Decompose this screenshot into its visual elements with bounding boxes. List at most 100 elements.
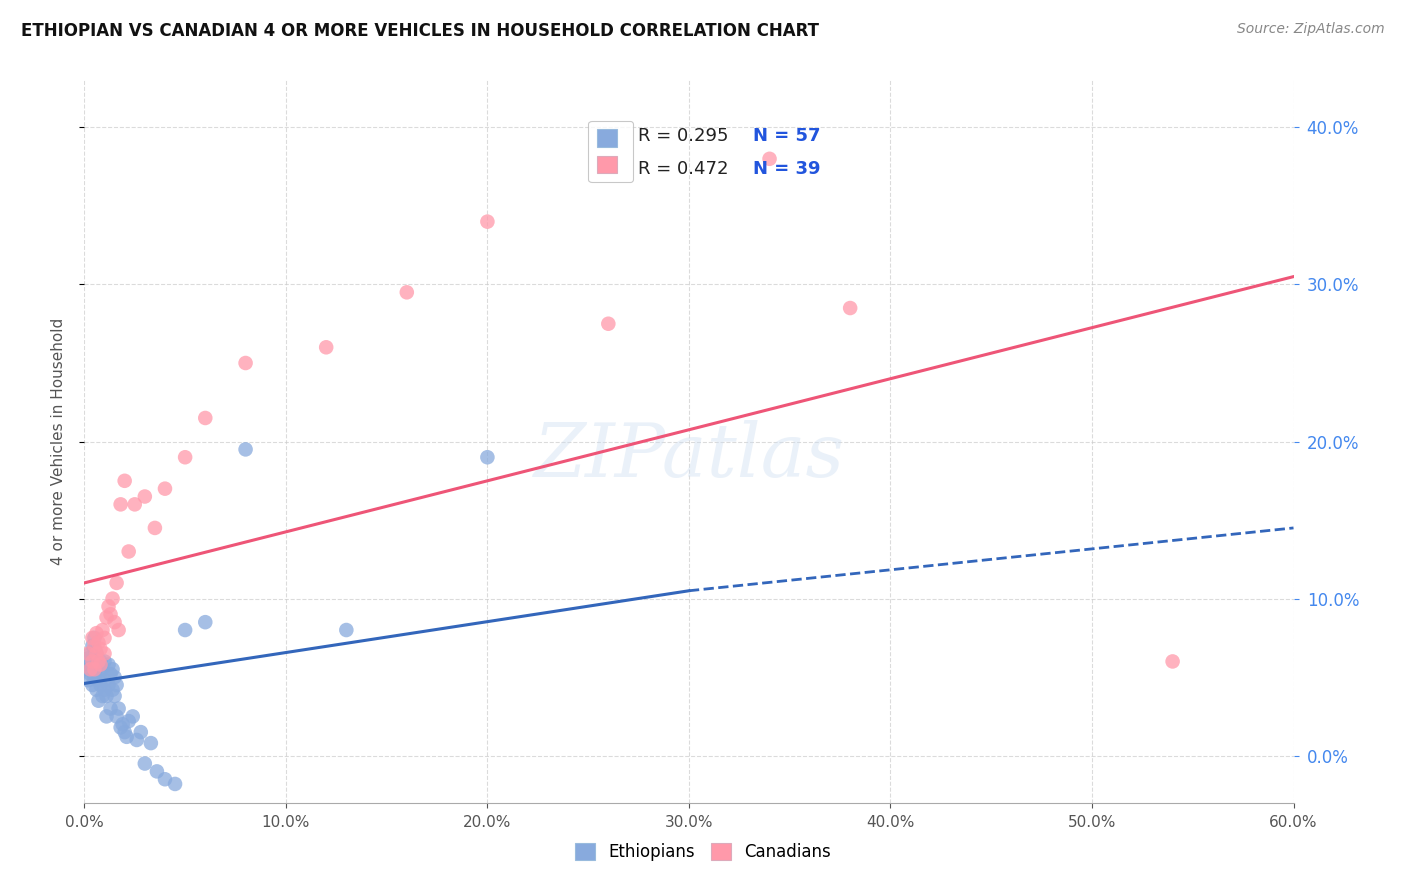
Point bbox=[100, 701, 122, 715]
Point bbox=[96, 689, 118, 703]
Point bbox=[79, 667, 101, 681]
Point bbox=[87, 673, 110, 688]
Text: R = 0.472: R = 0.472 bbox=[638, 160, 728, 178]
Point bbox=[129, 725, 152, 739]
Point bbox=[93, 631, 115, 645]
Point bbox=[477, 450, 499, 465]
Point bbox=[114, 474, 136, 488]
Point bbox=[104, 670, 127, 684]
Point bbox=[97, 678, 120, 692]
Point bbox=[105, 575, 128, 590]
Legend: Ethiopians, Canadians: Ethiopians, Canadians bbox=[568, 836, 838, 868]
Point bbox=[107, 701, 129, 715]
Point bbox=[105, 709, 128, 723]
Point bbox=[77, 647, 100, 661]
Point bbox=[86, 626, 108, 640]
Point bbox=[107, 623, 129, 637]
Point bbox=[89, 667, 111, 681]
Point bbox=[174, 450, 197, 465]
Point bbox=[101, 682, 124, 697]
Point bbox=[194, 411, 217, 425]
Point bbox=[100, 607, 122, 622]
Point bbox=[93, 673, 115, 688]
Point bbox=[96, 709, 118, 723]
Point bbox=[153, 482, 176, 496]
Point bbox=[87, 635, 110, 649]
Point bbox=[143, 521, 166, 535]
Text: ETHIOPIAN VS CANADIAN 4 OR MORE VEHICLES IN HOUSEHOLD CORRELATION CHART: ETHIOPIAN VS CANADIAN 4 OR MORE VEHICLES… bbox=[21, 22, 820, 40]
Text: N = 39: N = 39 bbox=[754, 160, 821, 178]
Point bbox=[79, 662, 101, 676]
Point bbox=[110, 720, 132, 734]
Point bbox=[104, 615, 127, 630]
Point bbox=[118, 544, 141, 558]
Point bbox=[134, 756, 156, 771]
Point bbox=[89, 657, 111, 672]
Point bbox=[83, 662, 105, 676]
Point bbox=[82, 631, 104, 645]
Point bbox=[82, 655, 104, 669]
Point bbox=[86, 647, 108, 661]
Point bbox=[89, 655, 111, 669]
Point bbox=[335, 623, 357, 637]
Text: R = 0.295: R = 0.295 bbox=[638, 128, 728, 145]
Point bbox=[105, 678, 128, 692]
Point bbox=[93, 682, 115, 697]
Point bbox=[89, 678, 111, 692]
Point bbox=[97, 599, 120, 614]
Point bbox=[87, 694, 110, 708]
Point bbox=[75, 662, 97, 676]
Point bbox=[139, 736, 162, 750]
Legend: , : , bbox=[589, 121, 634, 183]
Point bbox=[114, 725, 136, 739]
Point bbox=[598, 317, 620, 331]
Point bbox=[100, 667, 122, 681]
Point bbox=[165, 777, 187, 791]
Point bbox=[134, 490, 156, 504]
Point bbox=[87, 655, 110, 669]
Point bbox=[79, 657, 101, 672]
Point bbox=[477, 214, 499, 228]
Point bbox=[93, 655, 115, 669]
Point bbox=[146, 764, 169, 779]
Point bbox=[89, 641, 111, 656]
Point bbox=[93, 647, 115, 661]
Point bbox=[153, 772, 176, 787]
Text: ZIPatlas: ZIPatlas bbox=[533, 420, 845, 492]
Point bbox=[83, 670, 105, 684]
Point bbox=[115, 730, 138, 744]
Point bbox=[77, 651, 100, 665]
Point bbox=[86, 647, 108, 661]
Point bbox=[315, 340, 337, 354]
Point bbox=[101, 662, 124, 676]
Point bbox=[124, 497, 146, 511]
Point bbox=[1161, 655, 1184, 669]
Point bbox=[104, 689, 127, 703]
Point bbox=[125, 733, 148, 747]
Point bbox=[110, 497, 132, 511]
Point bbox=[91, 662, 114, 676]
Point bbox=[758, 152, 780, 166]
Point bbox=[83, 631, 105, 645]
Point bbox=[83, 639, 105, 653]
Point bbox=[87, 657, 110, 672]
Point bbox=[111, 717, 134, 731]
Point bbox=[121, 709, 143, 723]
Point bbox=[395, 285, 418, 300]
Point bbox=[91, 689, 114, 703]
Point bbox=[82, 639, 104, 653]
Point bbox=[83, 641, 105, 656]
Point bbox=[118, 714, 141, 728]
Point bbox=[235, 442, 257, 457]
Point bbox=[82, 655, 104, 669]
Y-axis label: 4 or more Vehicles in Household: 4 or more Vehicles in Household bbox=[51, 318, 66, 566]
Point bbox=[839, 301, 862, 315]
Point bbox=[194, 615, 217, 630]
Point bbox=[101, 591, 124, 606]
Point bbox=[96, 610, 118, 624]
Point bbox=[86, 662, 108, 676]
Point bbox=[174, 623, 197, 637]
Text: N = 57: N = 57 bbox=[754, 128, 821, 145]
Point bbox=[97, 657, 120, 672]
Point bbox=[91, 623, 114, 637]
